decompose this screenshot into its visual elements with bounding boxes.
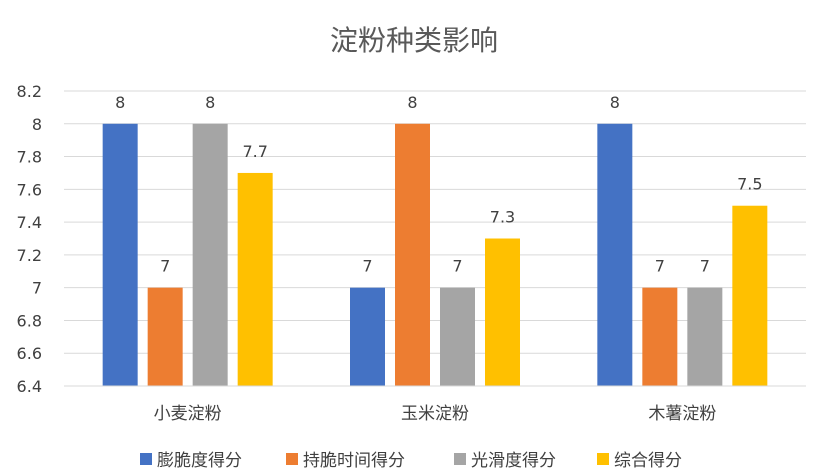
data-label: 8	[205, 93, 215, 112]
bars	[102, 123, 768, 387]
data-label: 7	[655, 257, 665, 276]
legend-label: 膨脆度得分	[157, 451, 242, 468]
y-tick-label: 8	[32, 115, 42, 134]
data-label: 8	[115, 93, 125, 112]
legend-swatch	[597, 453, 609, 465]
legend-label: 综合得分	[614, 451, 682, 468]
data-label: 7	[362, 257, 372, 276]
data-label: 8	[610, 93, 620, 112]
y-tick-label: 7	[32, 279, 42, 298]
bar	[192, 123, 228, 387]
legend-label: 光滑度得分	[471, 451, 556, 468]
legend-label: 持脆时间得分	[303, 451, 405, 468]
y-tick-label: 6.4	[17, 377, 42, 396]
data-label: 7	[700, 257, 710, 276]
bar	[237, 172, 273, 386]
data-label: 7.3	[490, 208, 515, 227]
bar	[395, 123, 430, 387]
bar	[687, 287, 723, 386]
legend-swatch	[140, 453, 152, 465]
chart-title: 淀粉种类影响	[330, 24, 498, 57]
y-tick-label: 8.2	[17, 82, 42, 101]
bar	[147, 287, 183, 386]
data-label: 7.5	[737, 175, 762, 194]
y-tick-label: 7.2	[17, 246, 42, 265]
bar	[350, 287, 385, 386]
bar	[642, 287, 678, 386]
data-label: 7	[452, 257, 462, 276]
data-labels: 8 7 8 7.7 7 8 7 7.3 8 7 7 7.5	[115, 93, 762, 276]
legend: 膨脆度得分 持脆时间得分 光滑度得分 综合得分	[140, 451, 682, 468]
bar	[102, 123, 138, 387]
gridlines	[64, 90, 806, 387]
x-category-label: 小麦淀粉	[154, 404, 222, 424]
legend-swatch	[454, 453, 466, 465]
y-tick-label: 6.8	[17, 311, 42, 330]
x-category-label: 木薯淀粉	[648, 404, 716, 424]
x-axis: 小麦淀粉 玉米淀粉 木薯淀粉	[64, 385, 806, 424]
data-label: 7	[160, 257, 170, 276]
bar	[732, 205, 768, 386]
y-tick-label: 7.4	[17, 213, 42, 232]
y-tick-label: 6.6	[17, 344, 42, 363]
bar	[485, 238, 520, 386]
data-label: 7.7	[242, 142, 267, 161]
bar	[597, 123, 633, 387]
x-category-label: 玉米淀粉	[401, 404, 469, 424]
y-axis: 6.4 6.6 6.8 7 7.2 7.4 7.6 7.8 8 8.2	[17, 82, 42, 396]
bar	[440, 287, 475, 386]
data-label: 8	[407, 93, 417, 112]
y-tick-label: 7.8	[17, 148, 42, 167]
y-tick-label: 7.6	[17, 180, 42, 199]
legend-swatch	[286, 453, 298, 465]
